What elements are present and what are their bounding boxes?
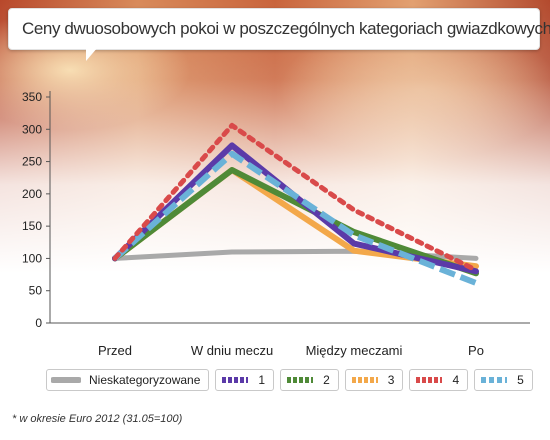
x-tick-label: Po bbox=[468, 343, 484, 358]
chart-title: Ceny dwuosobowych pokoi w poszczególnych… bbox=[22, 19, 550, 38]
legend-item-2: 2 bbox=[280, 369, 339, 391]
legend-label-3: 3 bbox=[387, 373, 395, 387]
legend-swatch-4 bbox=[416, 377, 443, 383]
x-tick-label: Przed bbox=[98, 343, 132, 358]
y-axis-ticks: 0 50 100 150 200 250 300 350 bbox=[22, 90, 50, 330]
legend-item-uncategorized: Nieskategoryzowane bbox=[46, 369, 210, 391]
x-axis-ticks: Przed W dniu meczu Między meczami Po bbox=[98, 343, 484, 358]
title-box bbox=[8, 8, 540, 50]
legend-item-1: 1 bbox=[215, 369, 275, 391]
legend-label-1: 1 bbox=[258, 373, 266, 387]
y-tick-label: 100 bbox=[22, 251, 42, 265]
y-tick-label: 50 bbox=[29, 284, 43, 298]
title-box-pointer bbox=[86, 47, 98, 61]
y-tick-label: 250 bbox=[22, 155, 42, 169]
series-lines bbox=[112, 122, 479, 286]
legend: Nieskategoryzowane 1 2 3 4 5 bbox=[46, 368, 533, 392]
y-tick-label: 350 bbox=[22, 90, 42, 104]
y-tick-label: 0 bbox=[35, 316, 42, 330]
y-tick-label: 200 bbox=[22, 187, 42, 201]
legend-label-uncategorized: Nieskategoryzowane bbox=[89, 373, 201, 387]
x-tick-label: Między meczami bbox=[306, 343, 403, 358]
legend-label-5: 5 bbox=[517, 373, 524, 387]
series-line-2 bbox=[112, 167, 479, 277]
legend-swatch-2 bbox=[287, 377, 314, 383]
footnote: * w okresie Euro 2012 (31.05=100) bbox=[12, 413, 183, 425]
legend-swatch-1 bbox=[222, 377, 249, 383]
legend-swatch-5 bbox=[481, 377, 508, 383]
series-line-4 bbox=[112, 122, 479, 273]
legend-swatch-uncategorized bbox=[51, 377, 81, 383]
x-tick-label: W dniu meczu bbox=[191, 343, 273, 358]
legend-label-4: 4 bbox=[452, 373, 460, 387]
legend-label-2: 2 bbox=[323, 373, 330, 387]
y-tick-label: 300 bbox=[22, 122, 42, 136]
series-line-5 bbox=[113, 150, 478, 286]
legend-item-5: 5 bbox=[474, 369, 533, 391]
legend-item-3: 3 bbox=[344, 369, 404, 391]
legend-swatch-3 bbox=[351, 377, 378, 383]
y-tick-label: 150 bbox=[22, 219, 42, 233]
legend-item-4: 4 bbox=[409, 369, 469, 391]
